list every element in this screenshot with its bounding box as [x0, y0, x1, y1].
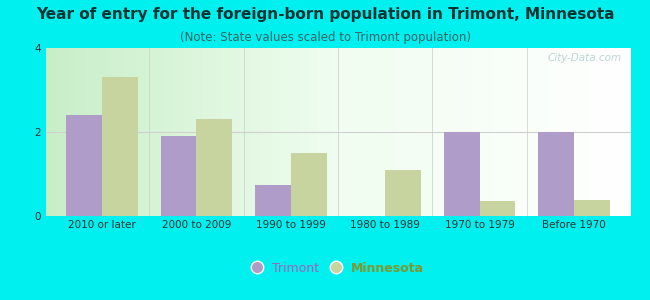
Bar	[66, 115, 102, 216]
Bar	[385, 170, 421, 216]
Bar	[161, 136, 196, 216]
Text: Year of entry for the foreign-born population in Trimont, Minnesota: Year of entry for the foreign-born popul…	[36, 8, 614, 22]
Bar	[102, 77, 138, 216]
Bar	[255, 184, 291, 216]
Text: City-Data.com: City-Data.com	[547, 53, 621, 63]
Bar	[196, 119, 232, 216]
Text: (Note: State values scaled to Trimont population): (Note: State values scaled to Trimont po…	[179, 32, 471, 44]
Bar	[291, 153, 327, 216]
Bar	[444, 132, 480, 216]
Bar	[480, 201, 515, 216]
Bar	[538, 132, 574, 216]
Bar	[574, 200, 610, 216]
Legend: Trimont, Minnesota: Trimont, Minnesota	[247, 257, 429, 280]
